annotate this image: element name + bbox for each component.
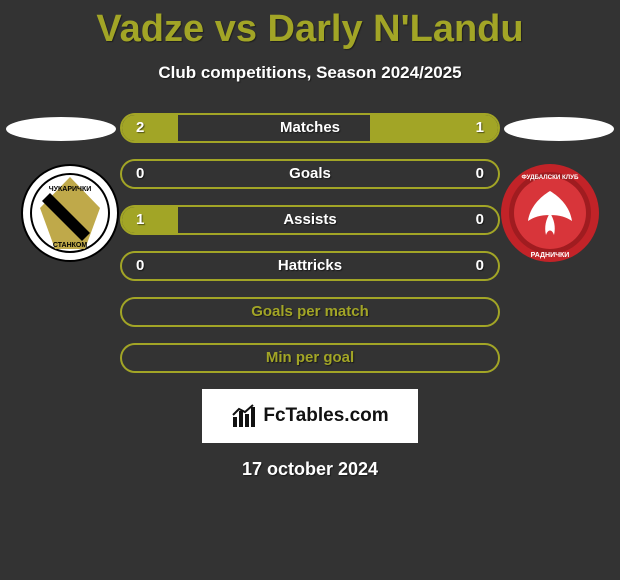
stat-row: Min per goal <box>120 343 500 373</box>
stat-row: 00Hattricks <box>120 251 500 281</box>
player-avatar-left <box>6 117 116 141</box>
svg-text:СТАНКОМ: СТАНКОМ <box>53 242 88 249</box>
brand-label: FcTables.com <box>263 405 388 427</box>
stat-row: 21Matches <box>120 113 500 143</box>
svg-text:ФУДБАЛСКИ КЛУБ: ФУДБАЛСКИ КЛУБ <box>522 174 579 181</box>
stat-label: Hattricks <box>122 253 498 279</box>
stat-row: 00Goals <box>120 159 500 189</box>
chart-icon <box>231 403 257 429</box>
team-badge-right: ФУДБАЛСКИ КЛУБ РАДНИЧКИ <box>500 163 600 263</box>
svg-text:ЧУКАРИЧКИ: ЧУКАРИЧКИ <box>49 186 92 193</box>
stat-label: Matches <box>122 115 498 141</box>
stat-label: Goals per match <box>122 299 498 325</box>
stat-row: 10Assists <box>120 205 500 235</box>
date-label: 17 october 2024 <box>0 459 620 480</box>
stat-label: Assists <box>122 207 498 233</box>
stat-label: Min per goal <box>122 345 498 371</box>
page-subtitle: Club competitions, Season 2024/2025 <box>0 63 620 83</box>
stat-row: Goals per match <box>120 297 500 327</box>
team-badge-left: ЧУКАРИЧКИ СТАНКОМ <box>20 163 120 263</box>
player-avatar-right <box>504 117 614 141</box>
comparison-area: ЧУКАРИЧКИ СТАНКОМ ФУДБАЛСКИ КЛУБ РАДНИЧК… <box>0 113 620 373</box>
svg-text:РАДНИЧКИ: РАДНИЧКИ <box>531 252 570 259</box>
stats-bars: 21Matches 00Goals 10Assists 00Hattricks Goal… <box>120 113 500 373</box>
shield-icon: ЧУКАРИЧКИ СТАНКОМ <box>20 163 120 263</box>
page-title: Vadze vs Darly N'Landu <box>0 0 620 51</box>
stat-label: Goals <box>122 161 498 187</box>
brand-box[interactable]: FcTables.com <box>202 389 418 443</box>
shield-icon: ФУДБАЛСКИ КЛУБ РАДНИЧКИ <box>500 163 600 263</box>
